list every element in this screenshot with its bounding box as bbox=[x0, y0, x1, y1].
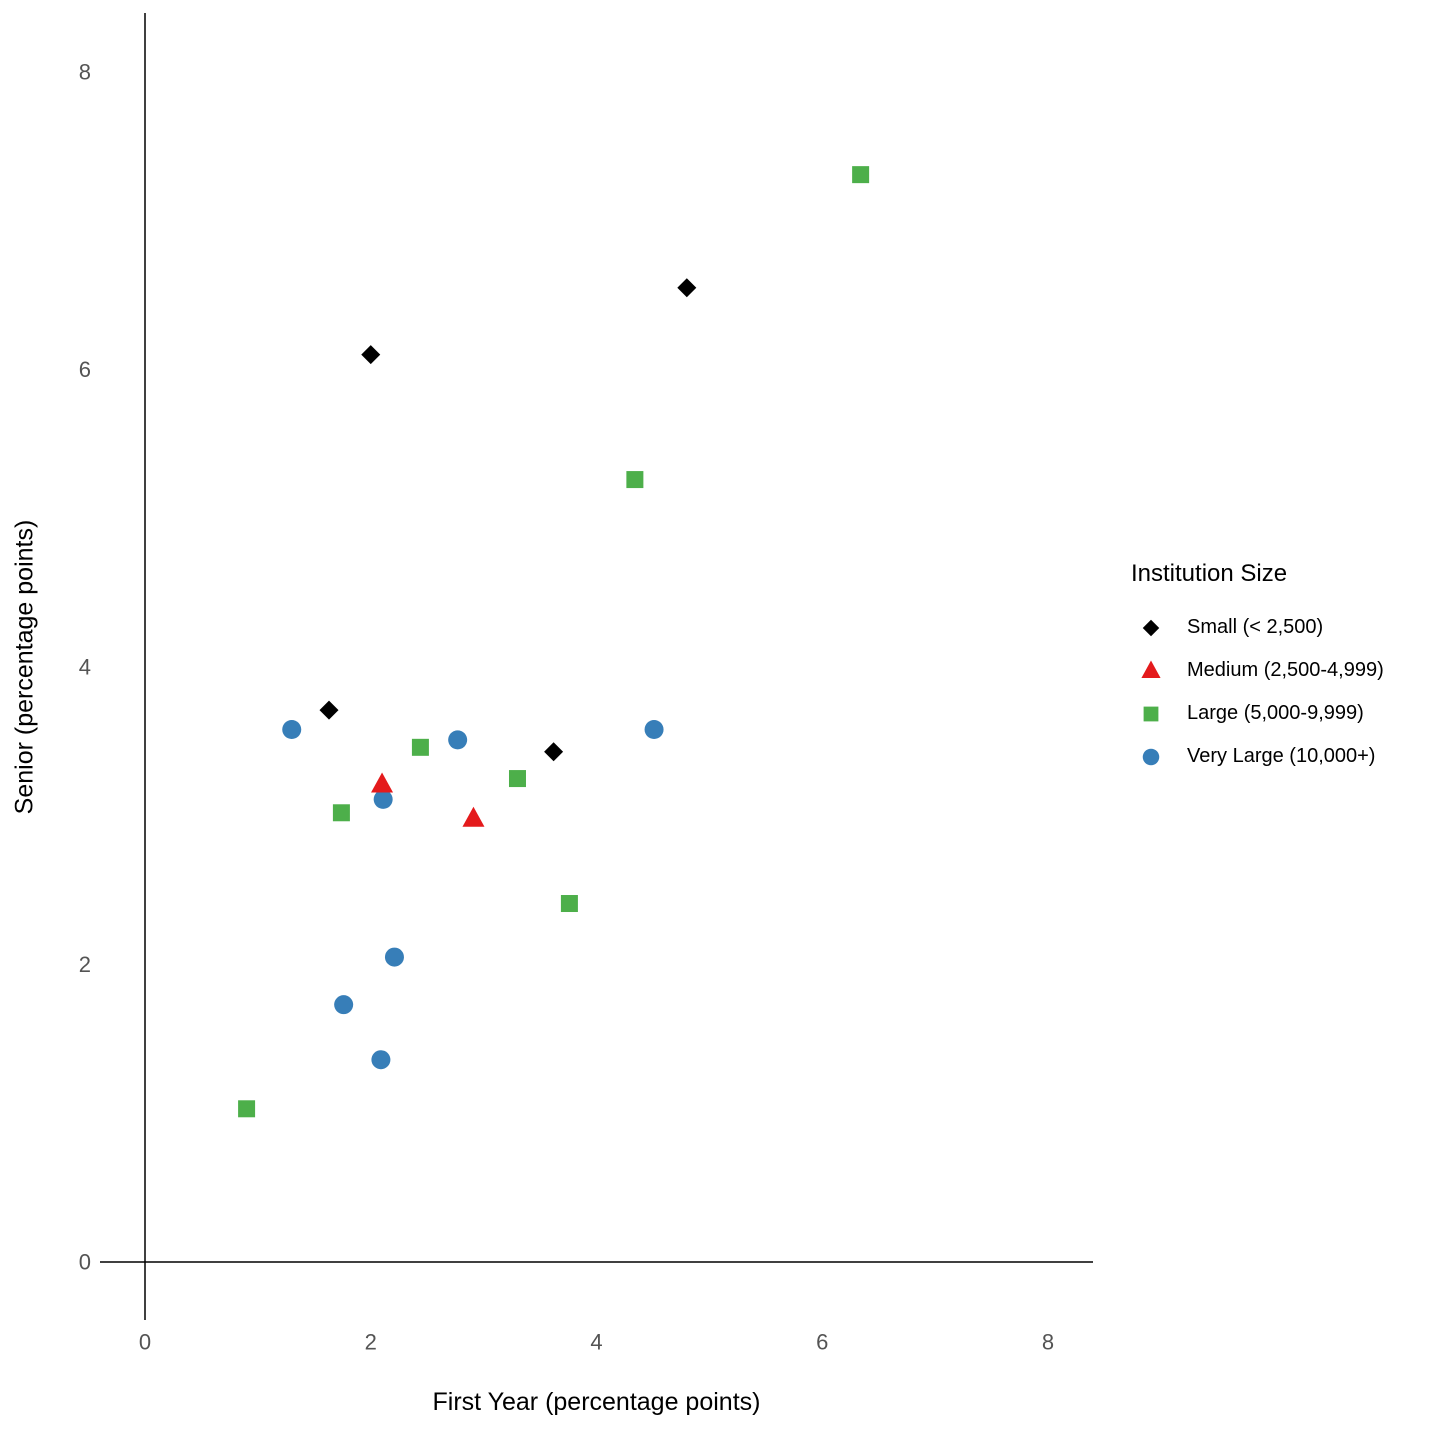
data-point-circle bbox=[384, 947, 404, 967]
data-point-square bbox=[852, 166, 870, 184]
legend: Institution Size Small (< 2,500) Medium (… bbox=[1131, 560, 1384, 778]
data-point-square bbox=[411, 738, 429, 756]
x-tick-label: 0 bbox=[139, 1330, 151, 1355]
legend-item: Very Large (10,000+) bbox=[1131, 735, 1384, 778]
data-point-square bbox=[508, 770, 526, 788]
data-point-diamond bbox=[544, 742, 564, 762]
circle-legend-icon bbox=[1142, 748, 1160, 765]
data-point-diamond bbox=[319, 700, 339, 720]
diamond-legend-icon bbox=[1142, 619, 1160, 636]
y-tick-label: 2 bbox=[79, 952, 91, 977]
data-point-triangle bbox=[462, 806, 485, 827]
data-point-diamond bbox=[677, 278, 697, 298]
square-legend-icon bbox=[1143, 706, 1159, 721]
y-tick-label: 4 bbox=[79, 655, 91, 680]
data-point-circle bbox=[282, 719, 302, 739]
data-point-circle bbox=[644, 719, 664, 739]
data-point-square bbox=[626, 471, 644, 489]
data-point-triangle bbox=[371, 772, 394, 793]
legend-title: Institution Size bbox=[1131, 560, 1288, 587]
data-point-circle bbox=[371, 1050, 391, 1070]
x-axis-title: First Year (percentage points) bbox=[432, 1388, 761, 1416]
data-point-circle bbox=[448, 730, 468, 750]
x-tick-label: 8 bbox=[1042, 1330, 1054, 1355]
y-tick-label: 8 bbox=[79, 60, 91, 85]
legend-item: Large (5,000-9,999) bbox=[1131, 692, 1384, 735]
data-point-diamond bbox=[361, 345, 381, 365]
data-point-circle bbox=[334, 995, 354, 1015]
legend-item-label: Very Large (10,000+) bbox=[1187, 745, 1376, 767]
triangle-legend-icon bbox=[1141, 660, 1161, 678]
data-point-square bbox=[332, 804, 350, 822]
x-tick-label: 2 bbox=[365, 1330, 377, 1355]
y-tick-label: 6 bbox=[79, 357, 91, 382]
legend-item: Medium (2,500-4,999) bbox=[1131, 649, 1384, 692]
data-point-circle bbox=[373, 789, 393, 809]
legend-item-label: Medium (2,500-4,999) bbox=[1187, 659, 1384, 681]
x-tick-label: 4 bbox=[590, 1330, 602, 1355]
x-tick-label: 6 bbox=[816, 1330, 828, 1355]
y-tick-label: 0 bbox=[79, 1250, 91, 1275]
legend-item: Small (< 2,500) bbox=[1131, 606, 1384, 649]
data-point-square bbox=[238, 1100, 256, 1118]
y-axis-title: Senior (percentage points) bbox=[10, 519, 39, 815]
legend-item-label: Small (< 2,500) bbox=[1187, 616, 1324, 638]
data-point-square bbox=[560, 895, 578, 913]
legend-item-label: Large (5,000-9,999) bbox=[1187, 702, 1364, 724]
